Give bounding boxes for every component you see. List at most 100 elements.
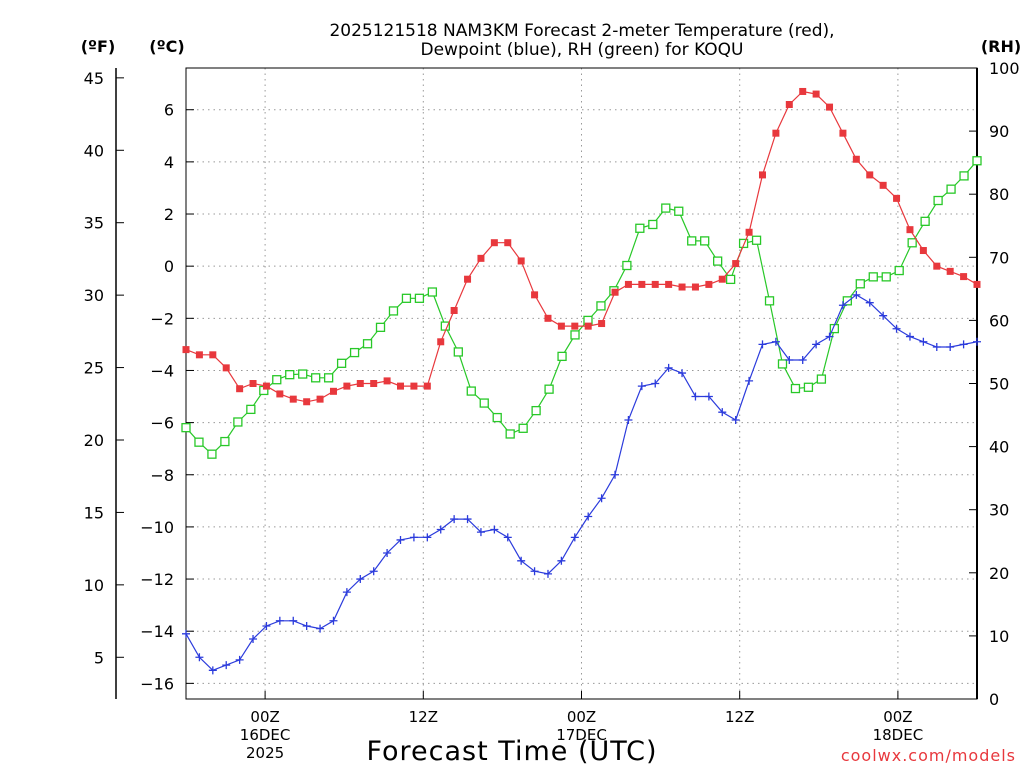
temperature-point [329, 387, 337, 395]
rh-point [803, 382, 814, 392]
rh-point [570, 330, 580, 340]
rh-point [881, 272, 891, 282]
rh-point [349, 347, 360, 358]
rh-tick-label: 20 [989, 564, 1009, 583]
temperature-point [571, 322, 579, 330]
rh-point [933, 195, 943, 206]
x-tick-label: 2025 [246, 744, 284, 762]
rh-point [362, 339, 373, 349]
temperature-point [933, 262, 941, 270]
temperature-point [826, 103, 834, 111]
x-tick-label: 12Z [409, 708, 438, 726]
temperature-point [236, 385, 244, 393]
temperature-point [879, 181, 887, 189]
rh-point [181, 423, 191, 433]
dewpoint-point [222, 661, 231, 670]
temperature-point [276, 390, 284, 398]
chart-labels: 2025121518 NAM3KM Forecast 2-meter Tempe… [81, 21, 1021, 767]
rh-point [700, 236, 710, 246]
dewpoint-point [329, 616, 338, 625]
rh-point [635, 223, 645, 233]
f-tick-label: 30 [84, 286, 104, 305]
temperature-point [852, 155, 860, 163]
rh-point [894, 265, 904, 276]
rh-point [725, 274, 736, 285]
rh-point [531, 405, 541, 416]
dewpoint-point [584, 512, 593, 521]
dewpoint-point [195, 653, 204, 662]
x-tick-label: 00Z [883, 708, 912, 726]
rh-point [790, 383, 801, 394]
rh-point [713, 256, 723, 266]
rh-tick-label: 30 [989, 501, 1009, 520]
rh-point [336, 358, 347, 368]
rh-point [544, 384, 554, 394]
f-tick-label: 45 [84, 69, 104, 88]
temperature-point [799, 87, 807, 95]
rh-point [648, 219, 658, 230]
rh-point [907, 238, 917, 248]
dewpoint-point [812, 340, 821, 349]
dewpoint-point [490, 525, 499, 534]
rh-point [816, 374, 827, 384]
c-tick-label: −12 [140, 570, 174, 589]
temperature-series [182, 87, 981, 406]
dewpoint-point [637, 382, 646, 391]
temperature-point [182, 346, 190, 354]
c-tick-label: 6 [164, 101, 174, 120]
temperature-point [973, 280, 981, 288]
rh-point [674, 206, 684, 216]
temperature-point [919, 247, 927, 255]
dewpoint-point [369, 567, 378, 576]
dewpoint-point [865, 298, 874, 307]
dewpoint-point [302, 621, 311, 630]
temperature-point [732, 260, 740, 268]
x-tick-label: 16DEC [240, 726, 291, 744]
f-tick-label: 20 [84, 431, 104, 450]
rh-series [181, 156, 982, 459]
temperature-point [383, 377, 391, 385]
c-tick-label: −4 [150, 361, 174, 380]
temperature-point [745, 228, 753, 236]
dewpoint-point [289, 616, 298, 625]
rh-point [233, 417, 243, 427]
dewpoint-point [691, 392, 700, 401]
f-tick-label: 40 [84, 141, 104, 160]
temperature-point [517, 257, 525, 265]
rh-tick-label: 60 [989, 311, 1009, 330]
dewpoint-point [383, 548, 392, 557]
dewpoint-point [463, 515, 472, 524]
temperature-point [839, 129, 847, 137]
dewpoint-point [423, 533, 432, 542]
rh-point [972, 156, 982, 166]
temperature-point [691, 283, 699, 291]
rh-point [777, 359, 788, 369]
dewpoint-point [342, 588, 351, 597]
dewpoint-point [758, 340, 767, 349]
temperature-point [423, 382, 431, 390]
dewpoint-point [316, 624, 325, 633]
rh-point [557, 351, 567, 362]
temperature-point [665, 280, 673, 288]
temperature-point [812, 90, 820, 98]
temperature-point [906, 226, 914, 234]
dewpoint-point [597, 494, 606, 503]
dewpoint-point [879, 311, 888, 320]
f-tick-label: 25 [84, 359, 104, 378]
temperature-point [289, 395, 297, 403]
dewpoint-point [785, 356, 794, 365]
rh-point [920, 216, 930, 226]
rh-point [246, 404, 256, 415]
temperature-point [893, 194, 901, 202]
dewpoint-point [476, 528, 485, 537]
x-tick-label: 00Z [567, 708, 596, 726]
rh-point [453, 347, 463, 357]
rh-point [622, 260, 632, 271]
rh-point [427, 287, 438, 297]
temperature-point [544, 314, 552, 322]
temperature-point [370, 380, 378, 387]
rh-point [764, 296, 775, 306]
dewpoint-point [450, 515, 459, 524]
c-tick-label: −6 [150, 414, 174, 433]
rh-point [285, 370, 295, 380]
